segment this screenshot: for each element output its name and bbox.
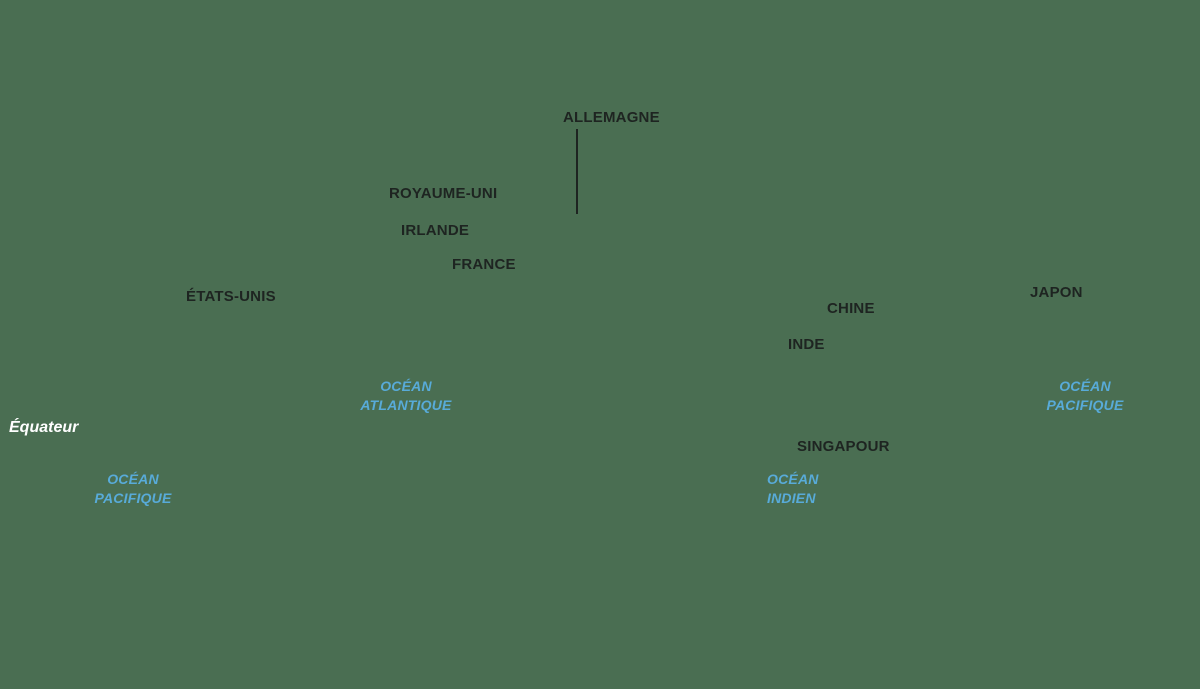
ocean-label-pacifique-ouest: OCÉAN PACIFIQUE	[83, 470, 183, 508]
country-label-allemagne: ALLEMAGNE	[563, 109, 660, 126]
allemagne-leader-line	[576, 129, 578, 214]
ocean-label-line: OCÉAN	[107, 471, 159, 487]
country-label-singapour: SINGAPOUR	[797, 438, 890, 455]
ocean-label-indien: OCÉAN INDIEN	[767, 470, 819, 508]
country-label-chine: CHINE	[827, 300, 875, 317]
country-label-royaume-uni: ROYAUME-UNI	[389, 185, 498, 202]
country-label-inde: INDE	[788, 336, 825, 353]
country-label-france: FRANCE	[452, 256, 516, 273]
ocean-label-line: OCÉAN	[380, 378, 432, 394]
country-label-irlande: IRLANDE	[401, 222, 470, 239]
ocean-label-line: OCÉAN	[1059, 378, 1111, 394]
country-label-japon: JAPON	[1030, 284, 1083, 301]
ocean-label-pacifique-est: OCÉAN PACIFIQUE	[1035, 377, 1135, 415]
ocean-label-line: PACIFIQUE	[94, 490, 172, 506]
ocean-label-line: ATLANTIQUE	[360, 397, 452, 413]
ocean-label-line: INDIEN	[767, 490, 816, 506]
equator-label: Équateur	[9, 419, 79, 436]
ocean-label-line: PACIFIQUE	[1046, 397, 1124, 413]
ocean-label-line: OCÉAN	[767, 471, 819, 487]
ocean-label-atlantique: OCÉAN ATLANTIQUE	[356, 377, 456, 415]
country-label-etats-unis: ÉTATS-UNIS	[186, 288, 276, 305]
